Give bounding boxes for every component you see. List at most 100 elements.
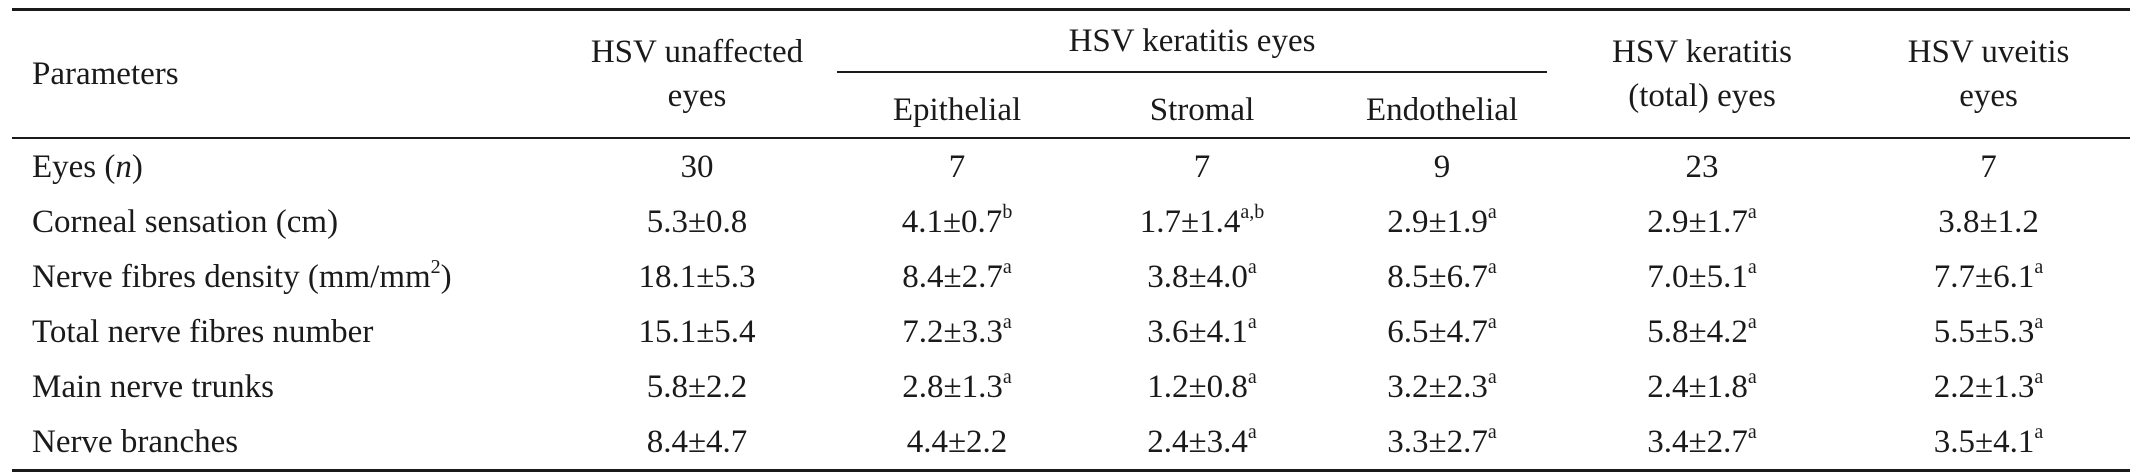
table-body: Eyes (n) 30 7 7 9 23 7 Corneal sensation (cm) 5.… <box>12 138 2131 472</box>
row-label: Corneal sensation (cm) <box>12 194 557 249</box>
cell-value: 6.5±4.7 <box>1387 313 1488 350</box>
table-cell: 5.8±2.2 <box>557 359 837 414</box>
table-cell: 7 <box>1847 138 2130 194</box>
cell-value: 1.7±1.4 <box>1139 203 1241 240</box>
row-label: Total nerve fibres number <box>12 304 557 359</box>
table-cell: 4.4±2.2 <box>837 414 1077 472</box>
table-cell: 3.3±2.7a <box>1327 414 1558 472</box>
table-cell: 8.4±4.7 <box>557 414 837 472</box>
cell-value: 8.4±2.7 <box>902 258 1003 295</box>
table-cell: 7 <box>837 138 1077 194</box>
cell-value: 7.0±5.1 <box>1647 258 1748 295</box>
row-label-text: Total nerve fibres number <box>32 313 374 350</box>
header-total-line1: HSV keratitis <box>1612 34 1793 70</box>
cell-superscript: a <box>1487 420 1497 443</box>
cell-value: 4.4±2.2 <box>906 423 1008 460</box>
cell-superscript: a <box>2034 310 2044 333</box>
cell-value: 5.5±5.3 <box>1933 313 2035 350</box>
header-keratitis-group: HSV keratitis eyes <box>837 8 1558 83</box>
table-cell: 7 <box>1077 138 1327 194</box>
table-cell: 2.4±1.8a <box>1557 359 1847 414</box>
cell-superscript: a <box>1247 255 1257 278</box>
header-uveitis-line2: eyes <box>1959 78 2018 114</box>
cell-value: 4.1±0.7 <box>901 203 1003 240</box>
cell-value: 3.8±4.0 <box>1147 258 1248 295</box>
header-epithelial: Epithelial <box>837 83 1077 139</box>
table-cell: 30 <box>557 138 837 194</box>
table-cell: 3.8±1.2 <box>1847 194 2130 249</box>
cell-value: 8.5±6.7 <box>1387 258 1488 295</box>
cell-value: 7 <box>1980 148 1997 185</box>
cell-superscript: a <box>2034 255 2044 278</box>
cell-superscript: a <box>1487 365 1497 388</box>
cell-value: 3.3±2.7 <box>1387 423 1488 460</box>
cell-value: 7 <box>948 148 966 185</box>
cell-value: 7 <box>1193 148 1211 185</box>
header-total-line2: (total) eyes <box>1628 78 1776 114</box>
header-unaffected-line2: eyes <box>667 78 727 114</box>
row-label: Main nerve trunks <box>12 359 557 414</box>
table-cell: 2.2±1.3a <box>1847 359 2130 414</box>
row-label-italic: n <box>115 148 132 185</box>
cell-value: 7.7±6.1 <box>1933 258 2035 295</box>
table-cell: 7.7±6.1a <box>1847 249 2130 304</box>
cell-value: 9 <box>1433 148 1451 185</box>
cell-superscript: a <box>1487 200 1497 223</box>
cell-value: 3.2±2.3 <box>1387 368 1488 405</box>
cell-value: 2.2±1.3 <box>1933 368 2035 405</box>
header-keratitis-group-label: HSV keratitis eyes <box>837 21 1548 73</box>
cell-value: 1.2±0.8 <box>1147 368 1248 405</box>
cell-superscript: a <box>2034 420 2044 443</box>
header-parameters: Parameters <box>12 8 557 139</box>
table-cell: 5.5±5.3a <box>1847 304 2130 359</box>
table-cell: 5.8±4.2a <box>1557 304 1847 359</box>
table-cell: 3.6±4.1a <box>1077 304 1327 359</box>
cell-superscript: a <box>1247 420 1257 443</box>
header-unaffected-line1: HSV unaffected <box>590 34 804 70</box>
table-cell: 2.9±1.9a <box>1327 194 1557 249</box>
cell-superscript: a <box>1747 420 1757 443</box>
row-label: Nerve branches <box>12 414 557 472</box>
header-unaffected: HSV unaffected eyes <box>557 8 837 139</box>
cell-superscript: b <box>1002 200 1013 223</box>
table-header: Parameters HSV unaffected eyes HSV kerat… <box>12 8 2131 139</box>
table-cell: 2.9±1.7a <box>1557 194 1847 249</box>
cell-value: 5.3±0.8 <box>646 203 748 240</box>
row-label-text: Corneal sensation (cm) <box>32 203 339 240</box>
cell-value: 2.8±1.3 <box>902 368 1003 405</box>
table-cell: 5.3±0.8 <box>557 194 837 249</box>
header-keratitis-total: HSV keratitis (total) eyes <box>1557 8 1848 139</box>
header-stromal: Stromal <box>1077 83 1327 139</box>
cell-value: 2.9±1.7 <box>1647 203 1748 240</box>
table-cell: 18.1±5.3 <box>557 249 837 304</box>
cell-value: 5.8±4.2 <box>1647 313 1748 350</box>
table-cell: 2.8±1.3a <box>837 359 1077 414</box>
cell-value: 30 <box>680 148 714 185</box>
row-label: Nerve fibres density (mm/mm2) <box>12 249 557 304</box>
cell-superscript: a <box>2034 365 2044 388</box>
cell-superscript: a <box>1002 365 1012 388</box>
cell-value: 8.4±4.7 <box>646 423 748 460</box>
cell-superscript: a <box>1747 310 1757 333</box>
cell-superscript: a <box>1002 255 1012 278</box>
header-uveitis-line1: HSV uveitis <box>1907 34 2070 70</box>
table-row: Main nerve trunks 5.8±2.2 2.8±1.3a 1.2±0.8a… <box>12 359 2130 414</box>
row-label-text: Main nerve trunks <box>32 368 274 405</box>
cell-value: 2.9±1.9 <box>1387 203 1488 240</box>
table-row: Nerve branches 8.4±4.7 4.4±2.2 2.4±3.4a 3.3±… <box>12 414 2131 472</box>
row-label-text: Nerve branches <box>32 423 239 460</box>
table-cell: 8.5±6.7a <box>1327 249 1557 304</box>
cell-value: 3.8±1.2 <box>1938 203 2039 240</box>
table-cell: 3.8±4.0a <box>1077 249 1327 304</box>
table-cell: 2.4±3.4a <box>1077 414 1327 472</box>
table-row: Eyes (n) 30 7 7 9 23 7 <box>12 138 2130 194</box>
cell-superscript: a,b <box>1240 200 1265 223</box>
cell-value: 15.1±5.4 <box>638 313 756 350</box>
cell-value: 3.5±4.1 <box>1933 423 2035 460</box>
header-uveitis: HSV uveitis eyes <box>1847 8 2131 139</box>
row-label-text: Nerve fibres density (mm/mm <box>32 258 431 295</box>
header-endothelial: Endothelial <box>1327 83 1558 139</box>
table-row: Nerve fibres density (mm/mm2) 18.1±5.3 8.4… <box>12 249 2130 304</box>
table-cell: 1.7±1.4a,b <box>1077 194 1327 249</box>
table-cell: 6.5±4.7a <box>1327 304 1557 359</box>
